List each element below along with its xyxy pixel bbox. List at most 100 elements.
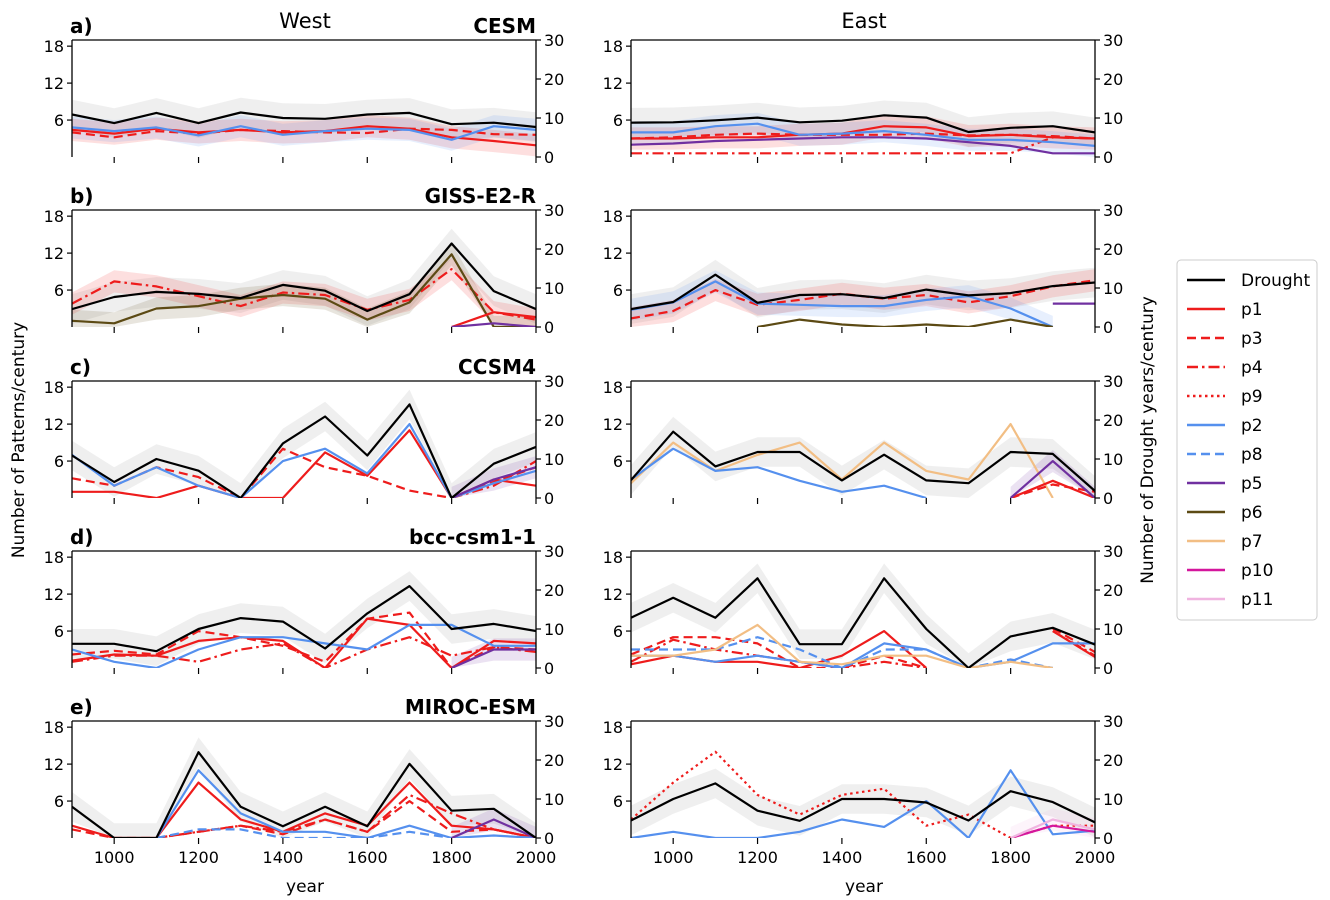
legend-entry: p10 <box>1187 561 1273 581</box>
series-line-p5 <box>1009 460 1095 498</box>
left-tick-label: 18 <box>44 378 64 397</box>
panel-letter: b) <box>70 184 93 208</box>
series-line-Drought <box>631 782 1095 824</box>
right-tick-label: 20 <box>1103 581 1123 600</box>
left-tick-label: 18 <box>44 207 64 226</box>
right-tick-label: 20 <box>544 581 564 600</box>
series-line-Drought <box>72 584 536 653</box>
x-tick-label: 1000 <box>94 848 135 867</box>
right-tick-label: 0 <box>544 659 554 678</box>
x-axis-label-west: year <box>286 877 324 897</box>
plot-area <box>631 416 1095 498</box>
panels-group: a) CESM 6 12 18 0 10 20 30 6 12 18 0 10 20 30 b) GISS-E2-… <box>44 14 1124 867</box>
series-line-p5 <box>451 322 536 327</box>
left-y-axis-label: Number of Patterns/century <box>9 322 29 558</box>
right-tick-label: 0 <box>544 489 554 508</box>
series-line-p5 <box>631 136 1095 155</box>
series-line-p1 <box>1010 479 1095 498</box>
left-tick-label: 6 <box>54 111 64 130</box>
legend-entry: Drought <box>1187 271 1310 291</box>
legend-entry: p3 <box>1187 329 1263 349</box>
band-Drought <box>631 259 1095 324</box>
band-Drought <box>72 389 536 498</box>
series-line-p2 <box>155 769 536 838</box>
left-tick-label: 6 <box>54 622 64 641</box>
right-tick-label: 10 <box>1103 790 1123 809</box>
right-tick-label: 20 <box>544 240 564 259</box>
panel-west: 6 12 18 0 10 20 30 <box>44 542 565 678</box>
right-tick-label: 0 <box>544 318 554 337</box>
series-line-p2 <box>631 769 1095 838</box>
x-tick-label: 1200 <box>737 848 778 867</box>
band-p4 <box>72 258 536 327</box>
panel-east: 6 12 18 0 10 20 30 <box>603 372 1124 508</box>
legend-entry: p1 <box>1187 300 1263 320</box>
series-line-p3 <box>72 799 536 838</box>
series-line-p4 <box>631 136 1095 155</box>
legend-label: p2 <box>1241 416 1263 436</box>
right-tick-label: 10 <box>544 279 564 298</box>
right-tick-label: 10 <box>1103 450 1123 469</box>
band-p1 <box>72 115 536 157</box>
series-line-Drought <box>631 273 1095 311</box>
legend-entry: p11 <box>1187 590 1273 610</box>
legend-label: p5 <box>1241 474 1263 494</box>
left-tick-label: 12 <box>44 755 64 774</box>
right-tick-label: 20 <box>544 751 564 770</box>
left-tick-label: 12 <box>603 74 623 93</box>
right-tick-label: 10 <box>544 790 564 809</box>
plot-area <box>72 228 536 327</box>
right-tick-label: 30 <box>544 31 564 50</box>
series-line-p4 <box>451 460 536 498</box>
column-title-east: East <box>841 9 886 33</box>
legend-label: p8 <box>1241 445 1263 465</box>
left-tick-label: 18 <box>603 37 623 56</box>
series-line-p4 <box>72 636 536 668</box>
series-line-p3 <box>631 132 1095 140</box>
left-tick-label: 18 <box>44 718 64 737</box>
series-line-Drought <box>631 114 1095 134</box>
right-tick-label: 30 <box>544 712 564 731</box>
left-tick-label: 18 <box>44 548 64 567</box>
panel-letter: a) <box>70 14 93 38</box>
series-line-p5 <box>451 466 536 498</box>
left-tick-label: 6 <box>613 111 623 130</box>
left-tick-label: 6 <box>613 622 623 641</box>
right-y-axis-label: Number of Drought years/century <box>1138 296 1158 584</box>
series-line-p3 <box>631 636 927 668</box>
right-tick-label: 0 <box>544 829 554 848</box>
left-tick-label: 12 <box>603 755 623 774</box>
model-name: CCSM4 <box>458 355 536 379</box>
series-line-Drought <box>72 111 536 129</box>
band-Drought <box>72 571 536 666</box>
band-p5 <box>451 456 536 498</box>
series-line-p7 <box>631 623 1053 668</box>
series-line-p10 <box>1010 824 1095 838</box>
series-line-p6 <box>72 253 536 327</box>
right-tick-label: 30 <box>544 201 564 220</box>
series-line-p2 <box>631 447 927 498</box>
legend-entry: p7 <box>1187 532 1263 552</box>
left-tick-label: 12 <box>44 244 64 263</box>
band-p11 <box>1010 808 1095 838</box>
series-line-p1 <box>451 311 536 327</box>
right-tick-label: 0 <box>1103 489 1113 508</box>
left-tick-label: 12 <box>44 415 64 434</box>
left-tick-label: 6 <box>613 792 623 811</box>
x-axis-label-east: year <box>845 877 883 897</box>
plot-area <box>631 100 1095 157</box>
series-line-p2 <box>72 125 536 141</box>
left-tick-label: 12 <box>44 74 64 93</box>
plot-area <box>631 750 1095 838</box>
panel-west: 6 12 18 0 10 20 30 <box>44 372 565 508</box>
left-tick-label: 18 <box>603 378 623 397</box>
x-tick-label: 2000 <box>1075 848 1116 867</box>
legend: Drought p1 p3 p4 p9 p2 p8 p5 p6 p7 p10 p11 <box>1176 259 1318 621</box>
panel-east: 6 12 18 0 10 20 30 <box>603 542 1124 678</box>
right-tick-label: 10 <box>544 109 564 128</box>
series-line-p6 <box>757 318 1053 327</box>
band-Drought <box>631 416 1095 498</box>
model-name: GISS-E2-R <box>425 184 536 208</box>
x-tick-label: 1400 <box>822 848 863 867</box>
